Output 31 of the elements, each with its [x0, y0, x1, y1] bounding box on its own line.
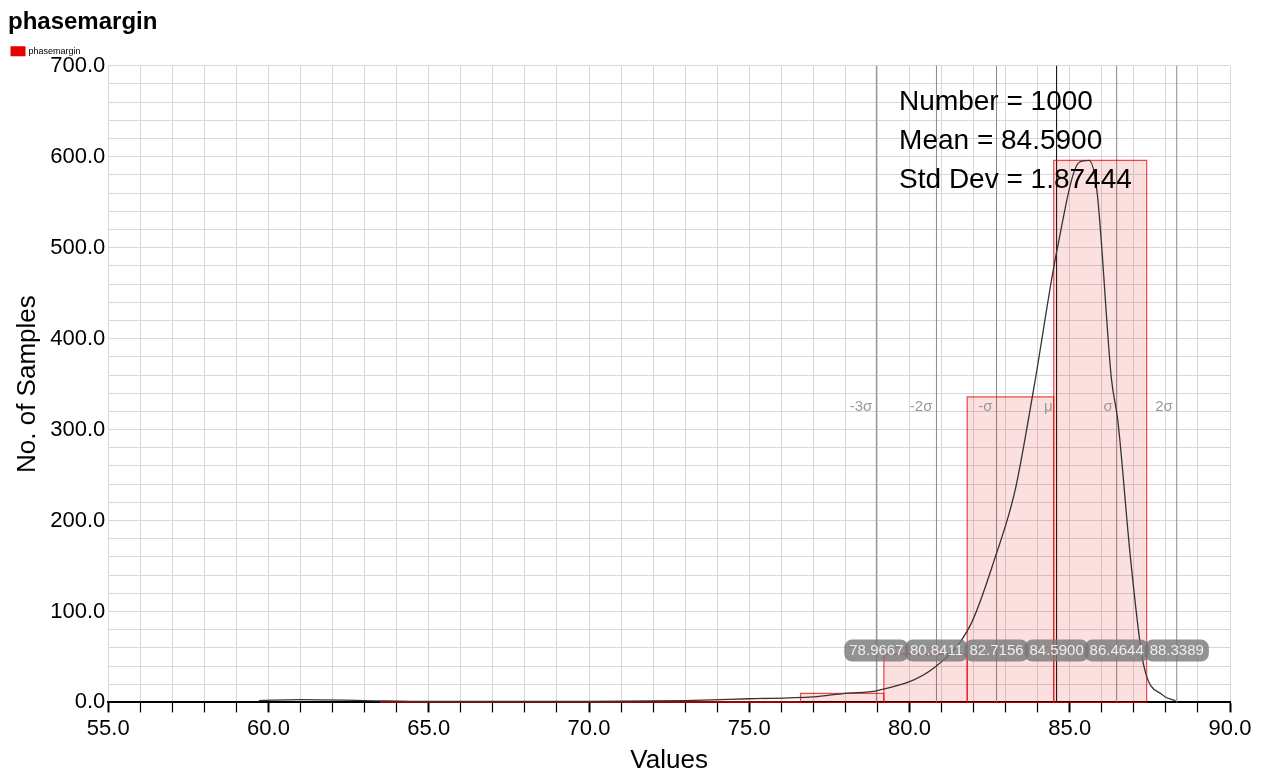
x-tick-label: 75.0: [727, 714, 771, 740]
ref-line-label: -σ: [978, 396, 994, 414]
ref-line-label: σ: [1103, 396, 1114, 414]
x-tick-label: 80.0: [888, 714, 931, 740]
ref-line-label: μ: [1043, 396, 1053, 414]
x-tick-label: 85.0: [1048, 714, 1092, 740]
ref-line-label: -2σ: [909, 396, 934, 414]
x-tick-label: 55.0: [86, 714, 130, 740]
annotation: 84.5900: [1029, 640, 1084, 658]
annotation: 86.4644: [1089, 640, 1144, 658]
y-tick-label: 300.0: [50, 415, 106, 441]
x-tick-label: 90.0: [1208, 714, 1252, 740]
y-tick-label: 400.0: [50, 324, 106, 350]
annotation: 80.8411: [909, 640, 964, 658]
y-axis-title: No. of Samples: [10, 295, 41, 473]
ref-line-label: -3σ: [849, 396, 874, 414]
y-tick-label: 200.0: [50, 506, 106, 532]
chart-title: phasemargin: [8, 7, 158, 35]
ref-line-label: 2σ: [1155, 396, 1174, 414]
annotation: 78.9667: [849, 640, 904, 658]
x-axis-title: Values: [630, 743, 708, 774]
y-tick-label: 0.0: [74, 688, 106, 714]
legend-label: phasemargin: [28, 45, 81, 56]
x-tick-label: 65.0: [407, 714, 451, 740]
x-tick-label: 70.0: [567, 714, 611, 740]
y-tick-label: 100.0: [50, 597, 106, 623]
y-tick-label: 600.0: [50, 142, 106, 168]
annotation: 82.7156: [969, 640, 1024, 658]
x-tick-label: 60.0: [247, 714, 290, 740]
annotation: 88.3389: [1149, 640, 1204, 658]
y-tick-label: 500.0: [50, 233, 106, 259]
